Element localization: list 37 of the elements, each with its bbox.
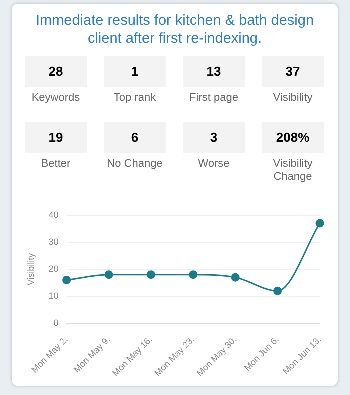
tile: 1 bbox=[104, 56, 166, 87]
x-tick-label: Mon May 2. bbox=[30, 334, 70, 375]
category-label: No Change bbox=[106, 158, 164, 172]
y-tick-label: 0 bbox=[54, 318, 59, 328]
point bbox=[231, 273, 240, 282]
x-tick-label: Mon May 9. bbox=[72, 334, 112, 375]
y-tick-label: 30 bbox=[48, 236, 59, 247]
y-tick-label: 20 bbox=[48, 264, 59, 274]
point bbox=[189, 270, 198, 280]
x-tick-label: Mon Jun 6. bbox=[242, 334, 281, 374]
point bbox=[316, 219, 324, 228]
x-tick-label: Mon May 16. bbox=[110, 334, 154, 378]
category-label: First page bbox=[188, 92, 240, 106]
category-label: Visibility Change bbox=[272, 158, 314, 184]
tile: 13 bbox=[183, 56, 245, 87]
category-label: Worse bbox=[197, 158, 231, 172]
point bbox=[104, 270, 114, 280]
tile: 19 bbox=[25, 122, 87, 153]
point bbox=[274, 286, 282, 296]
category-label: Keywords bbox=[30, 92, 82, 106]
point bbox=[146, 270, 156, 280]
tile: 28 bbox=[25, 56, 87, 87]
category-label: Better bbox=[40, 158, 72, 172]
text: Immediate results for kitchen & bath design client after first re-indexing. bbox=[34, 12, 316, 48]
category-label: Top rank bbox=[112, 92, 158, 106]
y-tick-label: 10 bbox=[48, 291, 59, 302]
point bbox=[62, 276, 72, 285]
tile: 208% bbox=[262, 122, 324, 153]
category-label: Visibility bbox=[272, 92, 314, 106]
x-tick-label: Mon May 23. bbox=[152, 334, 197, 378]
y-axis-title: Visibility bbox=[26, 252, 36, 286]
tile: 3 bbox=[183, 122, 245, 153]
x-tick-label: Mon May 30. bbox=[194, 334, 239, 378]
tile: 37 bbox=[262, 56, 324, 87]
tile: 6 bbox=[104, 122, 166, 153]
y-tick-label: 40 bbox=[48, 210, 59, 220]
x-tick-label: Mon Jun 13. bbox=[281, 334, 324, 377]
